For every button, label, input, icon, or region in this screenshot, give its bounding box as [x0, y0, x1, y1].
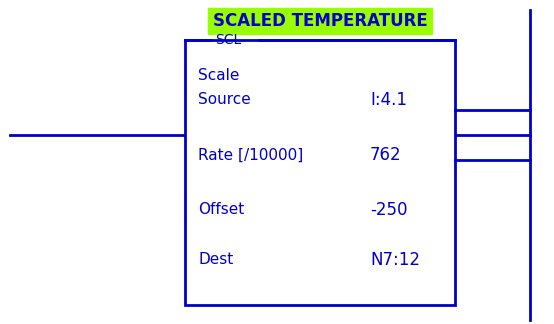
Text: Scale: Scale	[198, 67, 239, 83]
Text: Source: Source	[198, 92, 251, 108]
Text: SCALED TEMPERATURE: SCALED TEMPERATURE	[213, 12, 427, 30]
Text: N7:12: N7:12	[370, 251, 420, 269]
Text: SCL: SCL	[215, 33, 241, 47]
Text: Rate [/10000]: Rate [/10000]	[198, 147, 303, 163]
Text: Dest: Dest	[198, 252, 233, 268]
Text: I:4.1: I:4.1	[370, 91, 407, 109]
Text: -250: -250	[370, 201, 408, 219]
Text: 762: 762	[370, 146, 402, 164]
Bar	[185, 40, 455, 305]
Text: Offset: Offset	[198, 202, 244, 217]
